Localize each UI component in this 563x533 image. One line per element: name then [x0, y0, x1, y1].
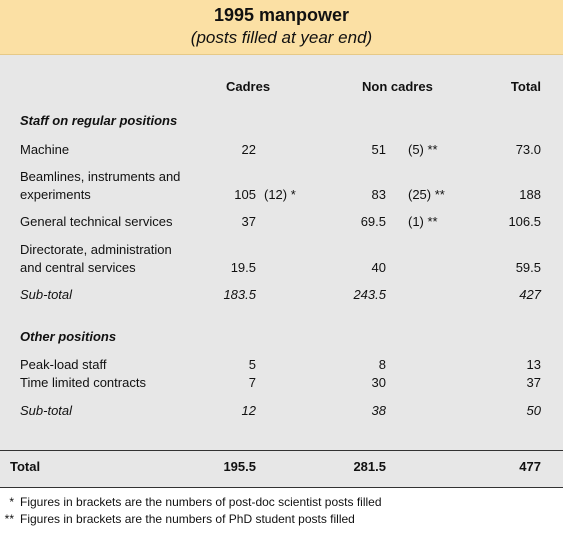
non-cadres-value: 30	[371, 375, 386, 390]
total-value: 59.5	[515, 260, 541, 275]
non-cadres-subtotal: 243.5	[353, 287, 386, 302]
column-header-non-cadres: Non cadres	[362, 79, 433, 94]
footnote-text: Figures in brackets are the numbers of P…	[20, 512, 355, 526]
column-header-total: Total	[510, 79, 541, 94]
total-value: 37	[526, 375, 541, 390]
table-title: 1995 manpower	[213, 5, 350, 25]
row-label: Beamlines, instruments and	[20, 169, 181, 184]
cadres-value: 5	[248, 357, 256, 372]
cadres-note: (12) *	[264, 187, 296, 202]
table-body	[0, 55, 563, 487]
table-row-label-line1: Beamlines, instruments and	[0, 168, 563, 186]
total-value: 106.5	[508, 214, 541, 229]
total-subtotal: 427	[519, 287, 541, 302]
non-cadres-subtotal: 38	[371, 403, 386, 418]
row-label: Time limited contracts	[20, 375, 146, 390]
table-row: Time limited contracts 7 30 37	[0, 374, 563, 392]
cadres-subtotal: 183.5	[223, 287, 256, 302]
row-label: General technical services	[20, 214, 173, 229]
non-cadres-value: 40	[371, 260, 386, 275]
row-label: Machine	[20, 142, 70, 157]
row-label: Directorate, administration	[20, 242, 172, 257]
section-heading-text: Staff on regular positions	[20, 113, 178, 128]
section-heading: Other positions	[0, 328, 563, 346]
subtotal-row: Sub-total 12 38 50	[0, 402, 563, 420]
row-label-line2: and central services	[20, 260, 136, 275]
total-row: Total 195.5 281.5 477	[0, 458, 563, 476]
cadres-value: 7	[248, 375, 256, 390]
footnote-marker: **	[4, 512, 14, 526]
table-row: Machine 22 51 (5) ** 73.0	[0, 141, 563, 159]
grand-total: 477	[519, 459, 541, 474]
total-value: 73.0	[515, 142, 541, 157]
section-heading-text: Other positions	[20, 329, 117, 344]
non-cadres-value: 69.5	[360, 214, 386, 229]
column-header-row: Cadres Non cadres Total	[0, 78, 563, 96]
table-header-banner: 1995 manpower (posts filled at year end)	[0, 0, 563, 55]
non-cadres-value: 8	[378, 357, 386, 372]
footnote-text: Figures in brackets are the numbers of p…	[20, 495, 382, 509]
non-cadres-note: (25) **	[408, 187, 445, 202]
total-value: 13	[526, 357, 541, 372]
cadres-value: 19.5	[230, 260, 256, 275]
cadres-value: 37	[241, 214, 256, 229]
table-row: and central services 19.5 40 59.5	[0, 259, 563, 277]
section-heading: Staff on regular positions	[0, 112, 563, 130]
bottom-divider	[0, 487, 563, 488]
total-divider	[0, 450, 563, 451]
non-cadres-total: 281.5	[353, 459, 386, 474]
cadres-total: 195.5	[223, 459, 256, 474]
cadres-value: 22	[241, 142, 256, 157]
non-cadres-note: (5) **	[408, 142, 438, 157]
footnote-marker: *	[9, 495, 14, 509]
total-value: 188	[519, 187, 541, 202]
total-label: Total	[10, 459, 41, 474]
row-label-line2: experiments	[20, 187, 91, 202]
table-row: Peak-load staff 5 8 13	[0, 356, 563, 374]
cadres-value: 105	[234, 187, 256, 202]
non-cadres-note: (1) **	[408, 214, 438, 229]
subtotal-label: Sub-total	[20, 403, 73, 418]
column-header-cadres: Cadres	[226, 79, 271, 94]
table-row-label-line1: Directorate, administration	[0, 241, 563, 259]
table-subtitle: (posts filled at year end)	[190, 28, 373, 47]
total-subtotal: 50	[526, 403, 541, 418]
non-cadres-value: 83	[371, 187, 386, 202]
table-row: experiments 105 (12) * 83 (25) ** 188	[0, 186, 563, 204]
row-label: Peak-load staff	[20, 357, 107, 372]
table-row: General technical services 37 69.5 (1) *…	[0, 213, 563, 231]
subtotal-row: Sub-total 183.5 243.5 427	[0, 286, 563, 304]
footnote: ** Figures in brackets are the numbers of…	[0, 511, 355, 527]
subtotal-label: Sub-total	[20, 287, 73, 302]
cadres-subtotal: 12	[241, 403, 256, 418]
footnote: * Figures in brackets are the numbers of …	[0, 494, 382, 510]
non-cadres-value: 51	[371, 142, 386, 157]
